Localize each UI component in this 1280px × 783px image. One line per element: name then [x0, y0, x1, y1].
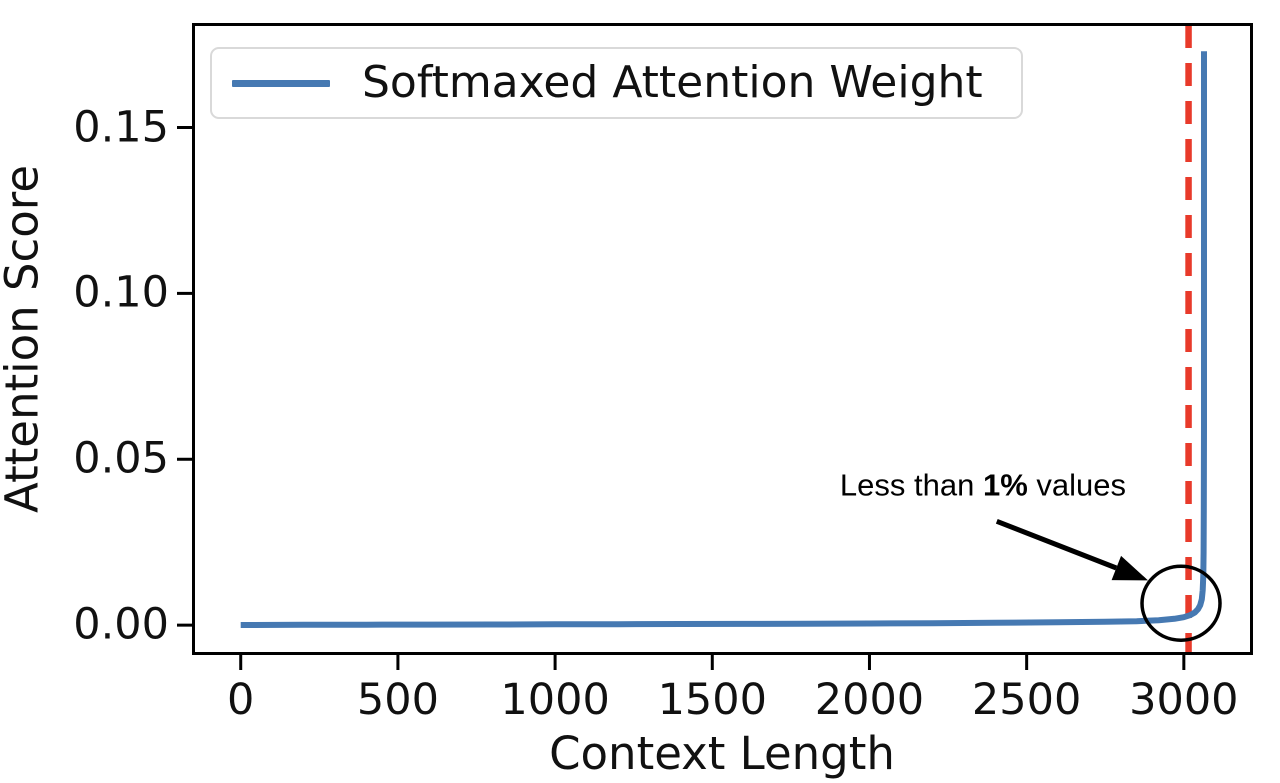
annotation-text-prefix: Less than [839, 467, 983, 503]
x-tick-label: 3000 [1129, 675, 1239, 725]
annotation-text-suffix: values [1027, 467, 1126, 503]
legend: Softmaxed Attention Weight [210, 47, 1023, 119]
y-tick-label: 0.00 [73, 599, 169, 650]
plot-canvas [177, 23, 1253, 670]
x-tick-label: 2500 [971, 675, 1082, 725]
annotation-arrow-shaft [995, 518, 1118, 571]
x-tick-label: 1000 [500, 675, 610, 725]
annotation-text: Less than 1% values [840, 470, 1126, 501]
x-tick-label: 0 [227, 675, 255, 725]
x-axis-label: Context Length [549, 727, 895, 780]
axes-spines [192, 23, 1253, 655]
x-tick-label: 1500 [657, 675, 767, 725]
annotation-arrow-head-icon [1111, 555, 1149, 581]
annotation-circle [1140, 564, 1222, 642]
x-tick-label: 500 [356, 675, 439, 725]
y-tick-label: 0.15 [73, 102, 169, 152]
annotation-text-bold: 1% [982, 467, 1028, 503]
y-tick-label: 0.10 [73, 267, 169, 318]
legend-label: Softmaxed Attention Weight [362, 57, 983, 108]
series-line [240, 51, 1207, 628]
legend-line-sample-icon [232, 79, 330, 87]
x-tick-label: 2000 [814, 675, 925, 725]
y-tick-label: 0.05 [73, 433, 169, 484]
